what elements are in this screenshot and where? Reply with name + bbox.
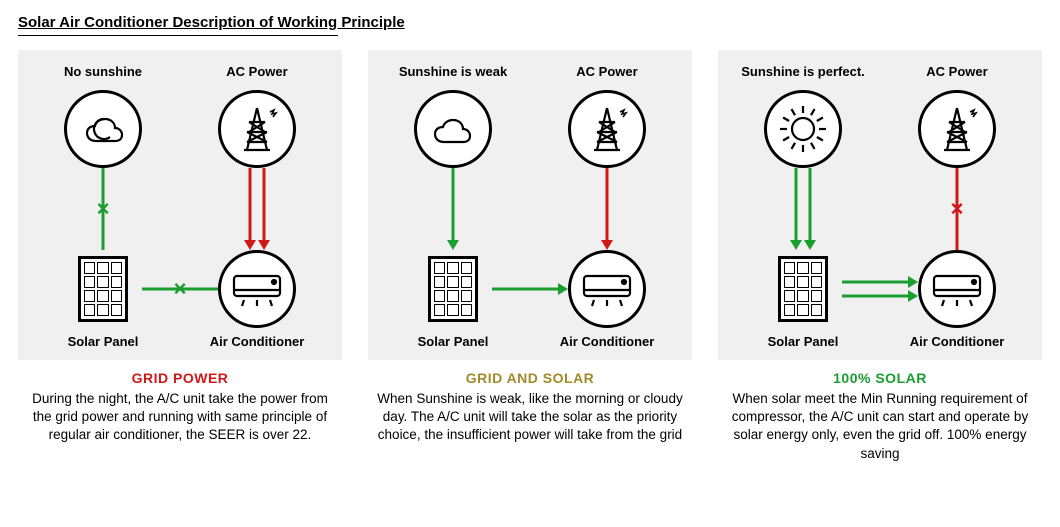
- svg-text:×: ×: [951, 196, 964, 221]
- air-conditioner-icon: [918, 250, 996, 328]
- diagram: × Sunshine is perfect. AC Power Solar Pane…: [718, 50, 1042, 360]
- mode-description: During the night, the A/C unit take the …: [18, 390, 342, 445]
- sun-icon: [64, 90, 142, 168]
- air-conditioner-icon: [218, 250, 296, 328]
- power-tower-icon: [568, 90, 646, 168]
- panels-row: × × No sunshine AC Power Solar Panel Air Con…: [18, 50, 1042, 463]
- ac-power-label: AC Power: [576, 64, 637, 79]
- power-tower-icon: [218, 90, 296, 168]
- panel-grid-power: × × No sunshine AC Power Solar Panel Air Con…: [18, 50, 342, 463]
- diagram: Sunshine is weak AC Power Solar Panel Air …: [368, 50, 692, 360]
- sun-label: Sunshine is perfect.: [741, 64, 865, 79]
- diagram: × × No sunshine AC Power Solar Panel Air Con…: [18, 50, 342, 360]
- solar-panel-icon: [414, 250, 492, 328]
- mode-description: When Sunshine is weak, like the morning …: [368, 390, 692, 445]
- mode-title: GRID POWER: [18, 370, 342, 386]
- sun-label: No sunshine: [64, 64, 142, 79]
- panel-pure-solar: × Sunshine is perfect. AC Power Solar Pane…: [718, 50, 1042, 463]
- mode-title: GRID AND SOLAR: [368, 370, 692, 386]
- title-underline: [18, 35, 338, 36]
- air-conditioner-icon: [568, 250, 646, 328]
- air-conditioner-label: Air Conditioner: [910, 334, 1005, 349]
- sun-label: Sunshine is weak: [399, 64, 507, 79]
- svg-text:×: ×: [97, 196, 110, 221]
- svg-text:×: ×: [174, 276, 187, 301]
- sun-icon: [414, 90, 492, 168]
- air-conditioner-label: Air Conditioner: [560, 334, 655, 349]
- power-tower-icon: [918, 90, 996, 168]
- mode-title: 100% SOLAR: [718, 370, 1042, 386]
- ac-power-label: AC Power: [926, 64, 987, 79]
- panel-grid-and-solar: Sunshine is weak AC Power Solar Panel Air …: [368, 50, 692, 463]
- solar-panel-label: Solar Panel: [68, 334, 139, 349]
- page-title: Solar Air Conditioner Description of Wor…: [18, 14, 1042, 31]
- mode-description: When solar meet the Min Running requirem…: [718, 390, 1042, 463]
- ac-power-label: AC Power: [226, 64, 287, 79]
- air-conditioner-label: Air Conditioner: [210, 334, 305, 349]
- solar-panel-label: Solar Panel: [768, 334, 839, 349]
- solar-panel-icon: [64, 250, 142, 328]
- solar-panel-label: Solar Panel: [418, 334, 489, 349]
- solar-panel-icon: [764, 250, 842, 328]
- sun-icon: [764, 90, 842, 168]
